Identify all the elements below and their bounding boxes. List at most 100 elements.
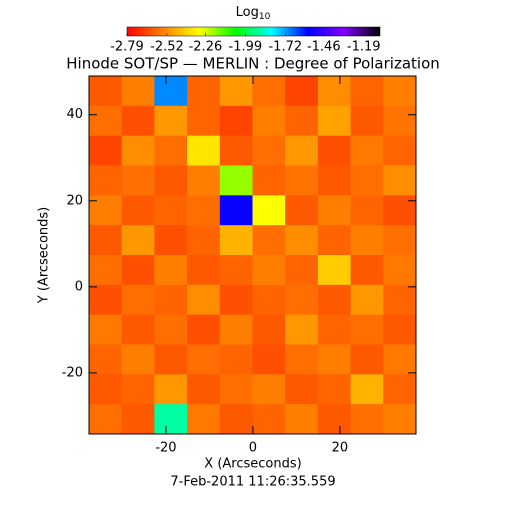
heatmap-cell [252, 135, 286, 166]
heatmap-cell [317, 284, 352, 316]
heatmap-cell [219, 105, 253, 137]
heatmap-cell [121, 195, 155, 226]
heatmap-cell [89, 195, 123, 226]
heatmap-cell [383, 165, 417, 196]
colorbar-label-subscript: 10 [259, 12, 271, 22]
heatmap-cell [89, 76, 123, 107]
colorbar-tick-label: -1.72 [268, 40, 302, 55]
heatmap-cell [252, 76, 286, 107]
heatmap-cell [317, 404, 352, 435]
heatmap-cell [89, 374, 123, 405]
heatmap-cell [89, 284, 123, 316]
heatmap-cell [350, 105, 384, 137]
heatmap-cell [89, 225, 123, 256]
heatmap-cell [154, 284, 188, 316]
heatmap-cell [317, 105, 352, 137]
heatmap-cell [285, 344, 319, 375]
heatmap-cell [383, 404, 417, 435]
heatmap-cell [317, 314, 352, 345]
heatmap-cell [317, 374, 352, 405]
heatmap-cell [154, 105, 188, 137]
heatmap-cell [350, 76, 384, 107]
heatmap-cell [187, 105, 221, 137]
heatmap-cell [317, 165, 352, 196]
heatmap-cell [383, 374, 417, 405]
heatmap-cell [350, 165, 384, 196]
heatmap-cell [154, 255, 188, 286]
heatmap-cell [252, 314, 286, 345]
heatmap-cell [154, 135, 188, 166]
heatmap-cell [121, 165, 155, 196]
heatmap-cell [154, 314, 188, 345]
colorbar-tick-label: -2.79 [110, 40, 144, 55]
heatmap-cell [121, 76, 155, 107]
y-tick-label: -20 [62, 365, 83, 380]
heatmap-cell [252, 374, 286, 405]
heatmap-cell [89, 135, 123, 166]
heatmap-cell [285, 76, 319, 107]
heatmap-cell [383, 284, 417, 316]
heatmap-cell [121, 135, 155, 166]
heatmap-cell [121, 344, 155, 375]
heatmap-cell [89, 165, 123, 196]
heatmap-cell [187, 165, 221, 196]
chart-title: Hinode SOT/SP — MERLIN : Degree of Polar… [66, 55, 440, 73]
heatmap-cell [187, 195, 221, 226]
heatmap-cell [350, 404, 384, 435]
heatmap-cell [285, 255, 319, 286]
colorbar-tick-label: -2.26 [189, 40, 223, 55]
heatmap-cell [252, 195, 286, 226]
heatmap-cell [285, 314, 319, 345]
heatmap-cell [154, 76, 188, 107]
heatmap-cell [285, 135, 319, 166]
heatmap-cell [350, 255, 384, 286]
colorbar-tick-label: -1.19 [347, 40, 381, 55]
heatmap-cell [350, 225, 384, 256]
heatmap-cell [187, 255, 221, 286]
colorbar-tick-label: -2.52 [150, 40, 184, 55]
x-tick-label: -20 [155, 441, 176, 456]
heatmap-cell [89, 344, 123, 375]
heatmap-cell [219, 374, 253, 405]
heatmap-cell [121, 314, 155, 345]
heatmap-cell [350, 135, 384, 166]
heatmap-cell [252, 344, 286, 375]
heatmap-cell [252, 284, 286, 316]
heatmap-cell [89, 255, 123, 286]
heatmap-cell [121, 255, 155, 286]
heatmap-cell [219, 404, 253, 435]
heatmap-cell [383, 225, 417, 256]
heatmap-cell [285, 374, 319, 405]
x-tick-label: 0 [249, 441, 257, 456]
heatmap-cell [383, 76, 417, 107]
heatmap-cell [154, 344, 188, 375]
heatmap-cell [187, 344, 221, 375]
heatmap-cell [89, 404, 123, 435]
heatmap-cell [187, 225, 221, 256]
heatmap-cell [383, 195, 417, 226]
heatmap-cell [219, 195, 253, 226]
heatmap-cell [252, 404, 286, 435]
heatmap-cell [350, 374, 384, 405]
heatmap-cell [350, 195, 384, 226]
heatmap-cell [219, 255, 253, 286]
heatmap-cell [187, 135, 221, 166]
x-tick-label: 20 [332, 441, 349, 456]
heatmap-cell [121, 105, 155, 137]
colorbar [126, 26, 381, 37]
heatmap-cell [219, 314, 253, 345]
heatmap-cell [252, 225, 286, 256]
y-axis-label: Y (Arcseconds) [37, 207, 52, 304]
heatmap-cell [154, 165, 188, 196]
heatmap-cell [317, 225, 352, 256]
heatmap-cell [252, 165, 286, 196]
heatmap-cell [219, 76, 253, 107]
heatmap-cell [219, 225, 253, 256]
heatmap-cell [121, 225, 155, 256]
heatmap-cell [317, 344, 352, 375]
heatmap-cell [285, 284, 319, 316]
heatmap-cell [219, 284, 253, 316]
heatmap-cell [252, 255, 286, 286]
heatmap-cell [121, 284, 155, 316]
